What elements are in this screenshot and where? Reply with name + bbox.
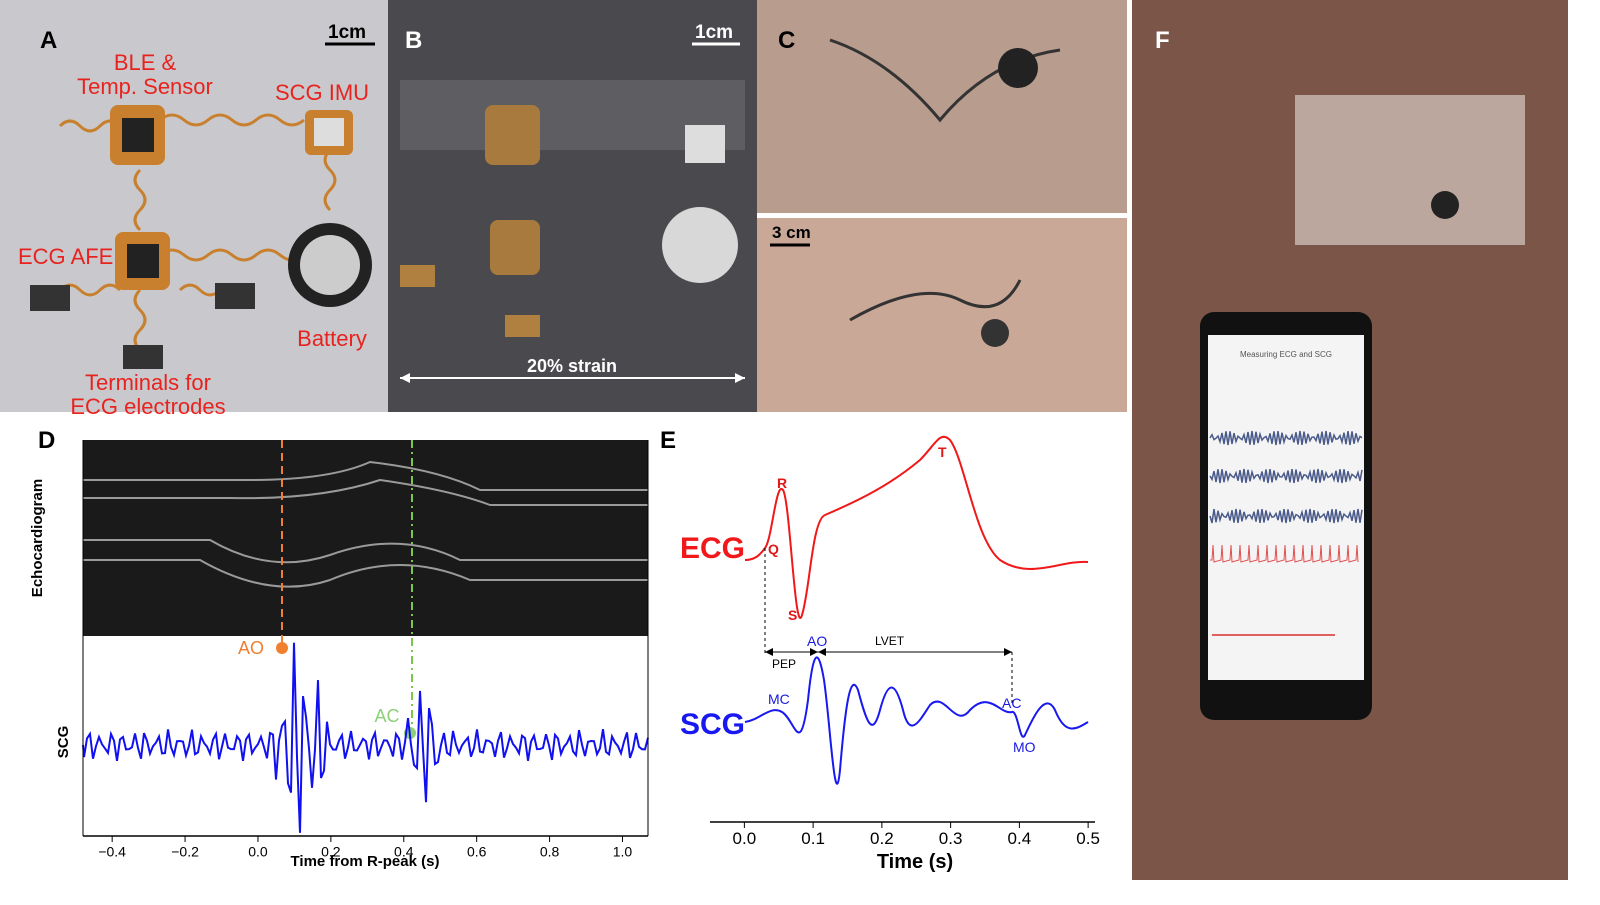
point-label: MC (768, 691, 790, 707)
screen-traces (1209, 430, 1363, 524)
panel-b: B 1cm 20% strain (388, 0, 757, 412)
patch (1295, 95, 1525, 245)
scg-trace (82, 642, 649, 833)
panel-a: A 1cm BLE & Temp. Sensor SCG IMU ECG AFE… (0, 0, 388, 419)
panel-label: A (40, 27, 57, 54)
annotation: ECG AFE (18, 244, 113, 269)
annotation: SCG IMU (275, 80, 369, 105)
panel-label: C (778, 27, 795, 54)
chip (685, 125, 725, 163)
chip (314, 118, 344, 146)
x-tick-label: 0.4 (1008, 829, 1032, 848)
battery (998, 48, 1038, 88)
photo-c-bottom (757, 218, 1127, 412)
echo-bands (83, 460, 648, 588)
terminal (505, 315, 540, 337)
terminal (215, 283, 255, 309)
chip (490, 220, 540, 275)
scale-label: 1cm (695, 22, 733, 43)
point-label: Q (768, 541, 779, 557)
x-tick-label: 0.4 (394, 843, 414, 859)
ac-label: AC (374, 706, 399, 726)
screen-trace (1210, 544, 1359, 563)
photo-b (388, 0, 757, 412)
interval-label: PEP (772, 657, 796, 671)
terminal (123, 345, 163, 369)
interval-label: LVET (875, 634, 905, 648)
annotation: Battery (297, 326, 367, 351)
x-tick-label: 0.0 (733, 829, 757, 848)
y-label: SCG (55, 726, 72, 759)
ao-label: AO (238, 638, 264, 658)
panel-label: B (405, 27, 422, 54)
ao-marker (276, 642, 288, 654)
x-tick-label: 0.6 (467, 843, 487, 859)
x-tick-label: 0.2 (870, 829, 894, 848)
strain-label: 20% strain (527, 356, 617, 376)
point-label: T (938, 444, 947, 460)
x-tick-label: 0.1 (801, 829, 825, 848)
arrowheads (765, 648, 1012, 656)
battery (662, 207, 738, 283)
x-tick-label: 1.0 (613, 843, 633, 859)
scg-label: SCG (680, 708, 745, 741)
panel-label: F (1155, 27, 1170, 54)
battery (1431, 191, 1459, 219)
x-tick-label: 0.8 (540, 843, 560, 859)
ecg-curve (744, 435, 1089, 619)
point-label: AO (807, 633, 827, 649)
panel-label: D (38, 427, 55, 454)
phone-screen (1208, 335, 1364, 680)
terminal (400, 265, 435, 287)
photo-a (0, 0, 388, 412)
scale-label: 3 cm (772, 223, 811, 242)
x-tick-label: 0.0 (248, 843, 268, 859)
x-label: Time from R-peak (s) (291, 853, 440, 870)
battery (981, 319, 1009, 347)
panel-label: E (660, 427, 676, 454)
panel-f: Measuring ECG and SCG F (1132, 0, 1568, 880)
panel-e: 0.0 0.1 0.2 0.3 0.4 0.5 E ECG SCG R Q S T AO … (660, 427, 1100, 873)
x-tick-label: 0.5 (1076, 829, 1100, 848)
chip (122, 118, 154, 152)
echo-image (83, 440, 648, 636)
chip (485, 105, 540, 165)
annotation: Temp. Sensor (77, 74, 213, 99)
annotation: ECG electrodes (70, 394, 225, 419)
device-outline (849, 279, 1022, 322)
x-tick-label: −0.2 (171, 843, 199, 859)
x-tick-label: −0.4 (98, 843, 126, 859)
point-label: MO (1013, 739, 1036, 755)
x-label: Time (s) (877, 851, 953, 873)
interconnects (58, 113, 337, 352)
x-tick-label: 0.3 (939, 829, 963, 848)
scg-curve (744, 656, 1089, 785)
scale-label: 1cm (328, 22, 366, 43)
app-title: Measuring ECG and SCG (1240, 350, 1332, 359)
y-label: Echocardiogram (29, 479, 46, 597)
battery-face (300, 235, 360, 295)
point-label: R (777, 475, 787, 491)
panel-c: C 3 cm (757, 0, 1127, 412)
annotation: BLE & (114, 50, 177, 75)
panel-d: −0.4 −0.2 0.0 0.2 0.4 0.6 0.8 1.0 D Echocardiog… (29, 427, 649, 870)
x-tick-label: 0.2 (321, 843, 341, 859)
point-label: AC (1002, 695, 1021, 711)
ecg-label: ECG (680, 532, 745, 565)
photo-c-top (757, 0, 1127, 213)
annotation: Terminals for (85, 370, 211, 395)
chip (127, 244, 159, 278)
terminal (30, 285, 70, 311)
point-label: S (788, 607, 797, 623)
